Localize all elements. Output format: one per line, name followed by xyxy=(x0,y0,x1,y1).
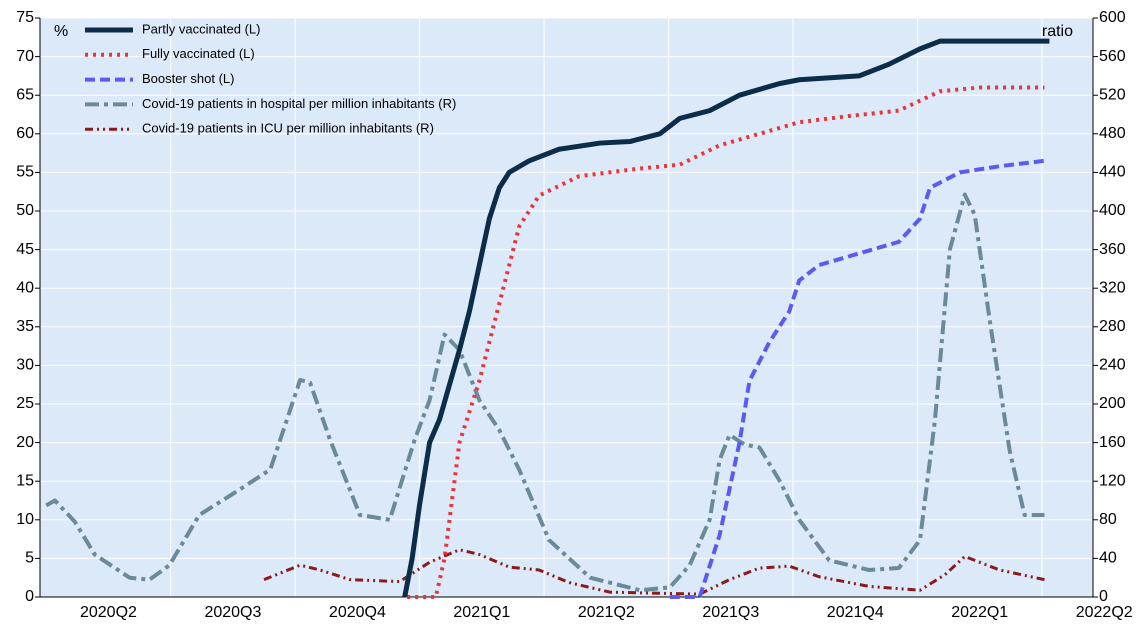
legend-label: Fully vaccinated (L) xyxy=(142,46,255,61)
y-tick-label: 55 xyxy=(16,164,34,181)
y2-tick-label: 280 xyxy=(1099,318,1126,335)
y2-tick-label: 400 xyxy=(1099,202,1126,219)
x-tick-label: 2021Q2 xyxy=(578,604,635,621)
legend-label: Partly vaccinated (L) xyxy=(142,21,261,36)
y2-tick-label: 360 xyxy=(1099,241,1126,258)
y2-tick-label: 520 xyxy=(1099,86,1126,103)
y-tick-label: 5 xyxy=(25,550,34,567)
y-tick-label: 20 xyxy=(16,434,34,451)
y-tick-label: 40 xyxy=(16,279,34,296)
y2-tick-label: 0 xyxy=(1099,588,1108,605)
y-axis-label: % xyxy=(54,23,68,40)
y-tick-label: 70 xyxy=(16,48,34,65)
y-tick-label: 25 xyxy=(16,395,34,412)
y-tick-label: 75 xyxy=(16,9,34,26)
y2-tick-label: 120 xyxy=(1099,472,1126,489)
y-tick-label: 30 xyxy=(16,357,34,374)
series-line xyxy=(263,548,1045,596)
series-line xyxy=(407,85,1045,599)
y-tick-label: 10 xyxy=(16,511,34,528)
series-line xyxy=(669,158,1045,599)
x-tick-label: 2021Q4 xyxy=(827,604,884,621)
y2-tick-label: 200 xyxy=(1099,395,1126,412)
y-tick-label: 15 xyxy=(16,472,34,489)
y-tick-label: 50 xyxy=(16,202,34,219)
y2-axis-label: ratio xyxy=(1042,23,1073,40)
legend-label: Booster shot (L) xyxy=(142,71,235,86)
x-tick-label: 2022Q1 xyxy=(951,604,1008,621)
y2-tick-label: 480 xyxy=(1099,125,1126,142)
y2-tick-label: 320 xyxy=(1099,279,1126,296)
y-tick-label: 60 xyxy=(16,125,34,142)
series-line xyxy=(402,38,1050,598)
y2-tick-label: 440 xyxy=(1099,164,1126,181)
y2-tick-label: 600 xyxy=(1099,9,1126,26)
x-tick-label: 2021Q1 xyxy=(453,604,510,621)
y2-tick-label: 160 xyxy=(1099,434,1126,451)
x-tick-label: 2020Q3 xyxy=(204,604,261,621)
x-tick-label: 2020Q2 xyxy=(80,604,137,621)
y2-tick-label: 560 xyxy=(1099,48,1126,65)
x-tick-label: 2022Q2 xyxy=(1076,604,1133,621)
legend-label: Covid-19 patients in hospital per millio… xyxy=(142,96,456,111)
x-tick-label: 2020Q4 xyxy=(329,604,386,621)
x-tick-label: 2021Q3 xyxy=(702,604,759,621)
y2-tick-label: 240 xyxy=(1099,357,1126,374)
y2-tick-label: 80 xyxy=(1099,511,1117,528)
y-tick-label: 45 xyxy=(16,241,34,258)
legend-label: Covid-19 patients in ICU per million inh… xyxy=(142,121,434,136)
y-tick-label: 0 xyxy=(25,588,34,605)
series-line xyxy=(45,192,1045,593)
y-tick-label: 35 xyxy=(16,318,34,335)
y-tick-label: 65 xyxy=(16,86,34,103)
y2-tick-label: 40 xyxy=(1099,550,1117,567)
